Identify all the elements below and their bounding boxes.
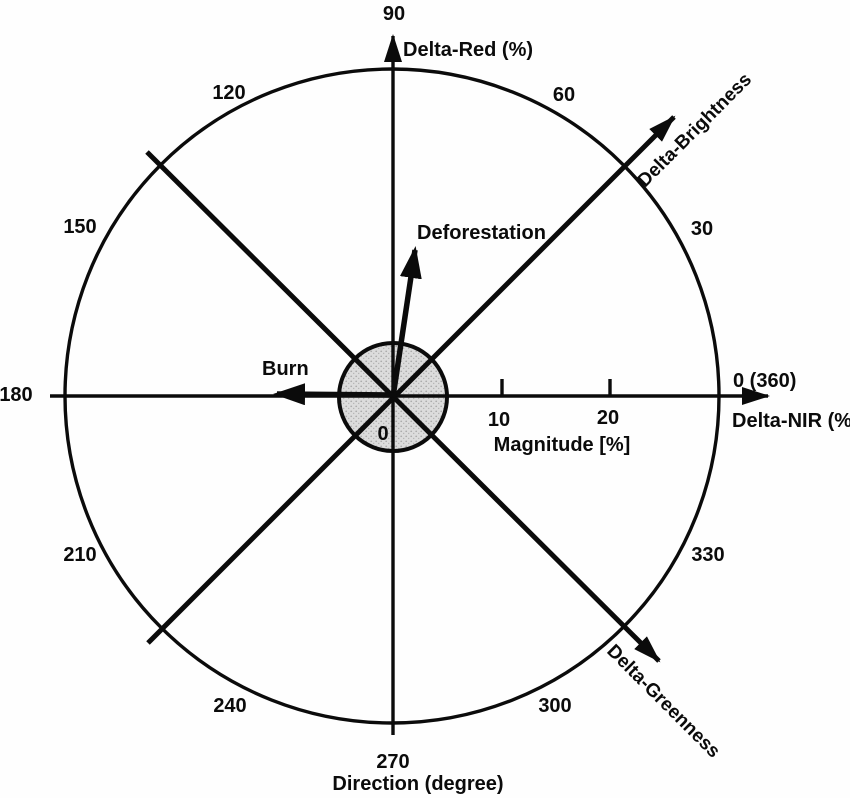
delta-brightness-axis-line [146, 115, 676, 645]
degree-label-180: 180 [0, 384, 33, 406]
delta-nir-axis-label: Delta-NIR (%) [732, 410, 850, 432]
degree-label-240: 240 [213, 695, 246, 717]
deforestation-vector-arrow [390, 246, 422, 398]
degree-label-150: 150 [63, 216, 96, 238]
delta-red-axis-label: Delta-Red (%) [403, 39, 533, 61]
magnitude-20-label: 20 [597, 407, 619, 429]
degree-label-0: 0 (360) [733, 370, 796, 392]
delta-greenness-axis-line [145, 150, 661, 663]
degree-label-60: 60 [553, 84, 575, 106]
origin-zero-label: 0 [377, 423, 388, 445]
degree-label-330: 330 [691, 544, 724, 566]
degree-label-90: 90 [383, 3, 405, 25]
delta-greenness-axis-label: Delta-Greenness [602, 641, 724, 763]
degree-label-210: 210 [63, 544, 96, 566]
direction-axis-label: Direction (degree) [332, 773, 503, 795]
delta-brightness-axis-label: Delta-Brightness [634, 69, 756, 191]
degree-label-300: 300 [538, 695, 571, 717]
magnitude-10-label: 10 [488, 409, 510, 431]
degree-label-120: 120 [212, 82, 245, 104]
degree-label-30: 30 [691, 218, 713, 240]
burn-vector-arrow [273, 383, 394, 406]
degree-label-270: 270 [376, 751, 409, 773]
deforestation-vector-label: Deforestation [417, 222, 546, 244]
magnitude-axis-label: Magnitude [%] [494, 434, 631, 456]
burn-vector-label: Burn [262, 358, 309, 380]
